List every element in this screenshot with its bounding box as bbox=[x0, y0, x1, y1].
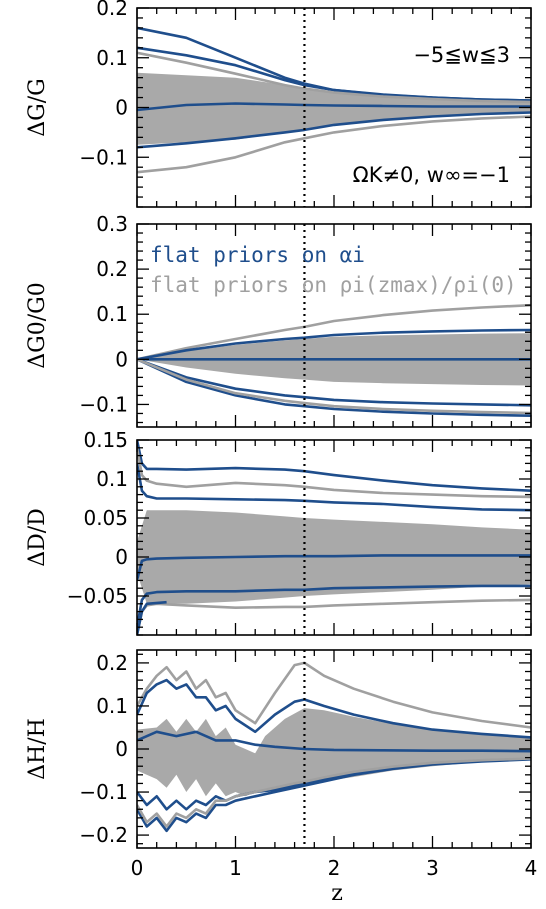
panel-2-plot-area bbox=[137, 224, 531, 427]
series-line-gray-6 bbox=[137, 757, 531, 828]
y-tick-label: 0 bbox=[115, 347, 128, 371]
series-line-blue-5 bbox=[137, 758, 531, 833]
series-line-blue-2 bbox=[137, 46, 531, 102]
x-tick-label: 1 bbox=[229, 856, 242, 880]
x-tick-label: 0 bbox=[131, 856, 144, 880]
x-tick-label: 2 bbox=[328, 856, 341, 880]
x-tick-label: 3 bbox=[426, 856, 439, 880]
y-tick-label: 0.2 bbox=[96, 257, 128, 281]
panel-4: −0.2 −0.1 0 0.1 0.2 0 1 2 3 4 ΔH/H bbox=[25, 649, 538, 880]
series-line-blue-7 bbox=[137, 600, 167, 635]
panel1-annotation-omegak: ΩK≠0, w∞=−1 bbox=[353, 163, 510, 187]
panel-1: −0.1 0 0.1 0.2 ΔG/G bbox=[25, 0, 532, 208]
series-line-blue-3 bbox=[137, 730, 531, 753]
series-line-gray-2 bbox=[137, 447, 531, 499]
series-line-blue-5 bbox=[137, 358, 531, 417]
y-tick-label: −0.2 bbox=[79, 823, 128, 847]
y-tick-label: −0.1 bbox=[79, 392, 128, 416]
series-line-gray-1 bbox=[137, 303, 531, 361]
series-line-gray-6 bbox=[137, 358, 531, 415]
x-tick-label: 4 bbox=[525, 856, 538, 880]
series-line-blue-2 bbox=[137, 678, 531, 739]
y-tick-label: 0.1 bbox=[96, 467, 128, 491]
legend-entry-rho: flat priors on ρi(zmax)/ρi(0) bbox=[150, 273, 517, 297]
panel1-annotation-wrange: −5≦w≦3 bbox=[413, 43, 510, 67]
series-line-gray-1 bbox=[137, 661, 531, 729]
y-tick-label: 0.05 bbox=[83, 506, 128, 530]
y-tick-label: −0.05 bbox=[67, 584, 128, 608]
legend-entry-alpha: flat priors on αi bbox=[150, 243, 365, 267]
series-line-blue-2 bbox=[137, 328, 531, 361]
y-tick-label: 0.15 bbox=[83, 428, 128, 452]
y-axis-title: ΔG/G bbox=[25, 78, 50, 136]
y-tick-label: 0 bbox=[115, 545, 128, 569]
panel-3-plot-area bbox=[137, 440, 531, 635]
y-tick-label: 0 bbox=[115, 737, 128, 761]
series-line-blue-4 bbox=[137, 554, 531, 581]
series-line-blue-1 bbox=[137, 440, 531, 492]
x-axis-title: z bbox=[331, 881, 343, 906]
y-axis-title: ΔH/H bbox=[25, 718, 50, 780]
y-axis-title: ΔD/D bbox=[25, 508, 50, 567]
panel-3: −0.05 0 0.05 0.1 0.15 ΔD/D bbox=[25, 428, 532, 636]
uncertainty-band bbox=[137, 72, 531, 145]
y-tick-label: 0.1 bbox=[96, 694, 128, 718]
panel-1-plot-area bbox=[137, 8, 531, 207]
series-line-blue-3 bbox=[137, 463, 531, 512]
panel-4-plot-area bbox=[137, 650, 531, 848]
series-line-gray-3 bbox=[137, 51, 531, 104]
series-line-gray-6 bbox=[137, 115, 531, 174]
y-tick-label: 0 bbox=[115, 96, 128, 120]
series-line-blue-4 bbox=[137, 102, 531, 112]
series-line-blue-5 bbox=[137, 584, 531, 628]
y-tick-label: 0.3 bbox=[96, 212, 128, 236]
panel-2: −0.1 0 0.1 0.2 0.3 ΔG0/G0 bbox=[25, 212, 532, 428]
y-tick-label: 0.1 bbox=[96, 46, 128, 70]
uncertainty-band bbox=[137, 708, 531, 797]
series-line-blue-4 bbox=[137, 358, 531, 407]
y-tick-label: −0.1 bbox=[79, 780, 128, 804]
y-tick-label: 0.2 bbox=[96, 0, 128, 20]
y-tick-label: 0.1 bbox=[96, 302, 128, 326]
y-tick-label: 0.2 bbox=[96, 651, 128, 675]
series-line-blue-5 bbox=[137, 111, 531, 149]
y-axis-title: ΔG0/G0 bbox=[25, 282, 50, 368]
y-tick-label: −0.1 bbox=[79, 145, 128, 169]
